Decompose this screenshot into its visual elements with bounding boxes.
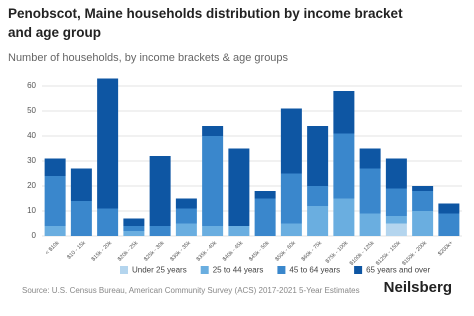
- y-tick-label: 60: [27, 81, 36, 90]
- source: Source: U.S. Census Bureau, American Com…: [22, 286, 360, 295]
- chart-title: Penobscot, Maine households distribution…: [8, 6, 403, 40]
- bar-segment: [202, 226, 224, 236]
- bar-segment: [44, 176, 66, 226]
- bar-segment: [307, 206, 329, 236]
- bar-segment: [254, 191, 276, 199]
- bar-segment: [202, 126, 224, 136]
- x-tick-label: < $10k: [45, 240, 61, 256]
- bar-segment: [228, 148, 250, 226]
- bar-segment: [149, 156, 171, 226]
- legend-swatch: [200, 266, 209, 274]
- bar-segment: [333, 198, 355, 236]
- bar-segment: [412, 211, 434, 236]
- bar-segment: [44, 226, 66, 236]
- bar-segment: [385, 158, 407, 189]
- x-tick-label: $10 - 15k: [66, 240, 87, 261]
- bar-segment: [44, 158, 66, 176]
- bar-segment: [123, 226, 145, 231]
- x-tick-label: $15k - 20k: [91, 240, 114, 263]
- bar-segment: [175, 208, 197, 224]
- x-tick-label: $150k - 200k: [401, 240, 428, 267]
- bar-segment: [385, 223, 407, 236]
- x-tick-label: $100k - 125k: [349, 240, 376, 267]
- bar-segment: [70, 201, 92, 236]
- legend-label: 25 to 44 years: [213, 266, 264, 275]
- bar-segment: [280, 173, 302, 224]
- bar-segment: [97, 208, 119, 236]
- x-tick-label: $75k - 100k: [325, 240, 350, 265]
- x-tick-label: $200k+: [437, 240, 454, 257]
- legend-swatch: [354, 266, 363, 274]
- bar-segment: [280, 223, 302, 236]
- bar-segment: [228, 226, 250, 236]
- bar-segment: [202, 136, 224, 226]
- legend-swatch: [277, 266, 286, 274]
- bar-segment: [385, 188, 407, 216]
- chart-subtitle: Number of households, by income brackets…: [8, 52, 289, 64]
- bar-segment: [254, 198, 276, 236]
- y-tick-label: 20: [27, 181, 36, 190]
- x-tick-label: $20k - 25k: [117, 240, 140, 263]
- bar-segment: [333, 91, 355, 134]
- bar-segment: [70, 168, 92, 201]
- bar-segment: [385, 216, 407, 224]
- bar-segment: [280, 108, 302, 174]
- bar-segment: [149, 226, 171, 236]
- y-tick-label: 10: [27, 206, 36, 215]
- x-tick-label: $125k - 150k: [375, 240, 402, 267]
- legend-label: Under 25 years: [132, 266, 187, 275]
- x-tick-label: $50k - 60k: [274, 240, 297, 263]
- bar-segment: [412, 191, 434, 211]
- y-tick-label: 0: [32, 231, 37, 240]
- bar-segment: [438, 203, 460, 214]
- bar-segment: [333, 133, 355, 199]
- legend-swatch: [120, 266, 128, 274]
- bar-segment: [123, 218, 145, 226]
- x-tick-label: $30k - 35k: [169, 240, 192, 263]
- y-tick-label: 40: [27, 131, 36, 140]
- x-tick-label: $40k - 45k: [222, 240, 245, 263]
- y-tick-label: 30: [27, 156, 36, 165]
- bar-segment: [359, 168, 381, 214]
- legend-label: 65 years and over: [366, 266, 430, 275]
- bar-segment: [97, 78, 119, 209]
- brand-logo: Neilsberg: [384, 279, 452, 296]
- x-tick-label: $35k - 40k: [196, 240, 219, 263]
- y-tick-label: 50: [27, 106, 36, 115]
- bar-segment: [123, 231, 145, 236]
- bar-segment: [175, 223, 197, 236]
- bar-segment: [438, 213, 460, 236]
- bar-segment: [359, 148, 381, 169]
- legend-label: 45 to 64 years: [289, 266, 340, 275]
- bar-segment: [412, 186, 434, 191]
- bar-segment: [175, 198, 197, 209]
- bar-segment: [307, 186, 329, 206]
- x-tick-label: $60k - 75k: [301, 240, 324, 263]
- bar-segment: [359, 213, 381, 236]
- bar-segment: [307, 126, 329, 186]
- x-tick-label: $25k - 30k: [143, 240, 166, 263]
- x-tick-label: $45k - 50k: [248, 240, 271, 263]
